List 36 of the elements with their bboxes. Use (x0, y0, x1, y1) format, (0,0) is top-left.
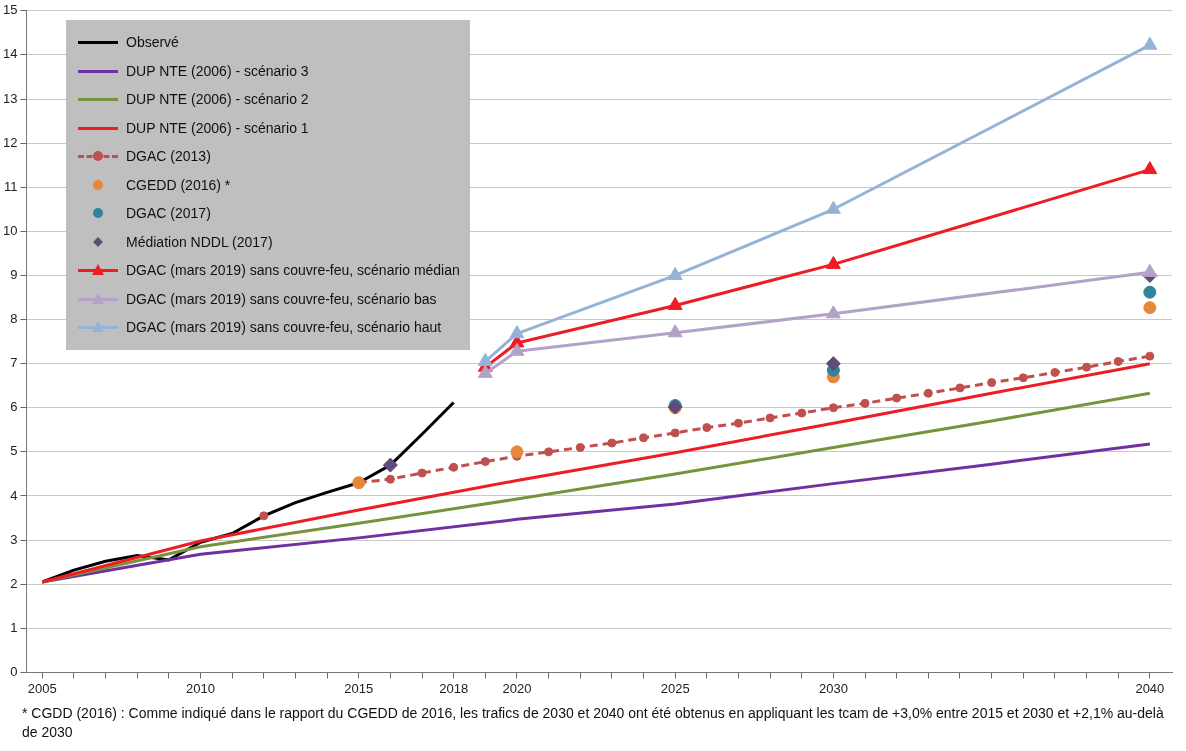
y-tick-label: 4 (10, 487, 18, 503)
y-tick-label: 3 (10, 531, 18, 547)
legend-label: Observé (126, 34, 179, 51)
legend-label: DGAC (mars 2019) sans couvre-feu, scénario bas (126, 290, 437, 307)
legend-label: Médiation NDDL (2017) (126, 233, 273, 250)
y-tick-label: 13 (2, 90, 18, 106)
x-tick-label: 2005 (27, 680, 57, 696)
y-tick-label: 6 (10, 399, 18, 415)
y-tick-label: 15 (2, 2, 18, 18)
y-tick-label: 12 (2, 134, 18, 150)
y-tick-label: 14 (2, 46, 18, 62)
x-tick-label: 2030 (818, 680, 848, 696)
legend-label: DGAC (2017) (126, 205, 211, 222)
x-tick-label: 2018 (439, 680, 469, 696)
legend-label: DGAC (mars 2019) sans couvre-feu, scénario médian (126, 262, 460, 279)
legend-label: DGAC (2013) (126, 148, 211, 165)
y-tick-label: 2 (10, 575, 18, 591)
text: * CGDD (2016) : Comme indiqué dans le rapport du CGEDD de 2016, les trafics de 2030 et 2040 ont été obtenus en appliquant les tcam de +3,0% entre 2015 et 2030 et +2,1% au-delà de 2030 (22, 704, 1165, 742)
y-tick-label: 1 (10, 619, 18, 635)
legend-label: DUP NTE (2006) - scénario 3 (126, 62, 309, 79)
x-tick-label: 2015 (344, 680, 374, 696)
x-tick-label: 2020 (502, 680, 532, 696)
legend-label: DGAC (mars 2019) sans couvre-feu, scénario haut (126, 319, 442, 336)
y-tick-label: 9 (10, 267, 18, 283)
y-tick-label: 8 (10, 311, 18, 327)
y-tick-label: 0 (10, 663, 18, 679)
legend-label: CGEDD (2016) * (126, 176, 231, 193)
y-tick-label: 7 (10, 355, 18, 371)
x-tick-label: 2025 (660, 680, 690, 696)
y-tick-label: 10 (2, 222, 18, 238)
x-tick-label: 2040 (1135, 680, 1165, 696)
x-tick-label: 2010 (186, 680, 215, 696)
y-tick-label: 11 (3, 178, 18, 194)
legend-label: DUP NTE (2006) - scénario 2 (126, 91, 309, 108)
y-tick-label: 5 (10, 443, 18, 459)
legend-label: DUP NTE (2006) - scénario 1 (126, 119, 309, 136)
